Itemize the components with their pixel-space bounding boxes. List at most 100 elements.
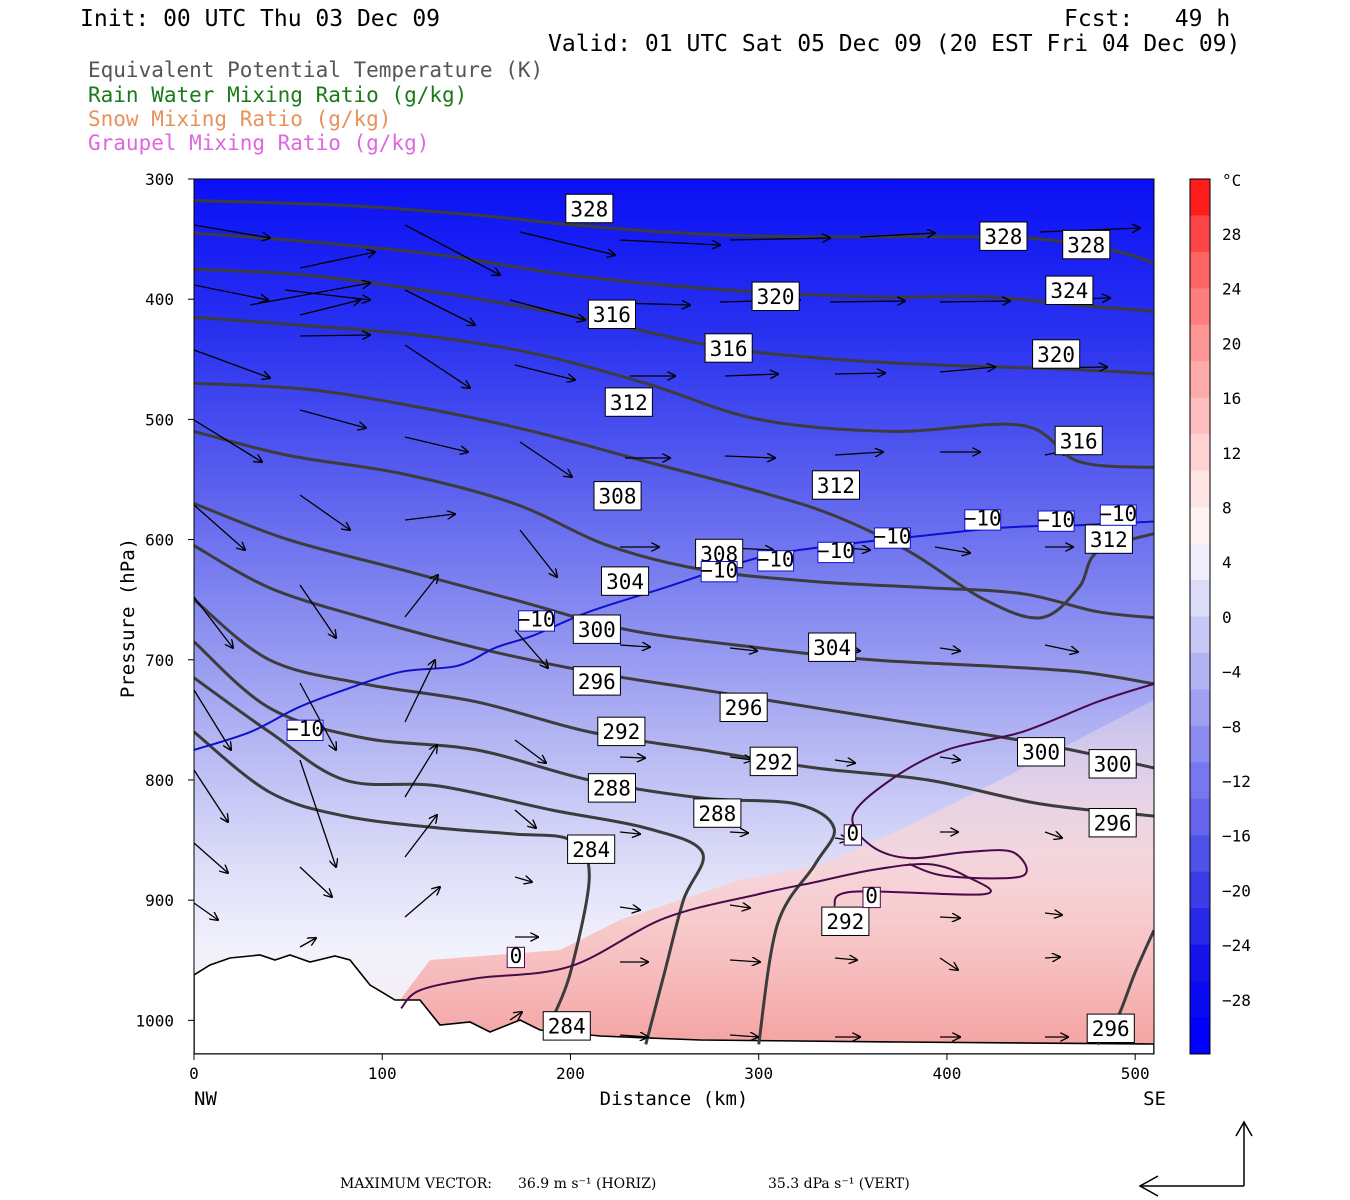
colorbar-tick-label: 24 bbox=[1222, 280, 1241, 299]
wind-vector bbox=[934, 546, 970, 553]
colorbar-segment bbox=[1190, 179, 1210, 216]
y-tick-label: 600 bbox=[145, 531, 174, 550]
wind-vector bbox=[729, 648, 757, 651]
colorbar-segment bbox=[1190, 361, 1210, 399]
wind-vector bbox=[299, 759, 336, 867]
theta-e-contour-304 bbox=[194, 502, 1154, 686]
wind-vector bbox=[939, 648, 960, 651]
wind-vector bbox=[834, 452, 883, 455]
svg-text:0: 0 bbox=[846, 822, 859, 846]
field-label-rain: Rain Water Mixing Ratio (g/kg) bbox=[88, 83, 468, 107]
wind-vector bbox=[939, 957, 958, 970]
svg-text:328: 328 bbox=[984, 225, 1022, 249]
plot-frame bbox=[193, 178, 1155, 1055]
left-endpoint-label: NW bbox=[194, 1088, 217, 1110]
contour-label: 324 bbox=[1045, 275, 1094, 306]
colorbar: 28 24 20 16 12 8 4 0 −4 −8 −12 −16 −20 −24 −28 bbox=[1189, 178, 1251, 1055]
svg-text:292: 292 bbox=[826, 910, 864, 934]
x-axis-label: Distance (km) bbox=[600, 1088, 749, 1110]
forecast-hour: Fcst: 49 h bbox=[1064, 6, 1231, 32]
theta-e-contour-288 bbox=[194, 676, 705, 1045]
colorbar-tick-label: −20 bbox=[1222, 881, 1251, 900]
colorbar-tick-label: −12 bbox=[1222, 772, 1251, 791]
wind-vector bbox=[299, 938, 316, 948]
wind-vector bbox=[514, 877, 532, 882]
wind-vector bbox=[514, 739, 546, 763]
colorbar-frame bbox=[1189, 178, 1211, 1055]
contour-label: 288 bbox=[693, 798, 742, 828]
contour-label: 296 bbox=[719, 692, 768, 722]
wind-vector bbox=[729, 832, 748, 833]
svg-text:−10: −10 bbox=[873, 525, 911, 549]
svg-text:284: 284 bbox=[572, 838, 610, 862]
contour-label: 0 bbox=[506, 944, 526, 969]
colorbar-segment bbox=[1190, 944, 1210, 982]
svg-text:328: 328 bbox=[1067, 234, 1105, 258]
contour-label: 328 bbox=[979, 221, 1028, 251]
contour-label: −10 bbox=[700, 558, 738, 583]
svg-text:296: 296 bbox=[1092, 1017, 1130, 1041]
svg-text:284: 284 bbox=[548, 1015, 586, 1039]
contour-label: 296 bbox=[572, 666, 621, 696]
y-tick-label: 300 bbox=[145, 170, 174, 189]
wind-vector bbox=[194, 224, 270, 238]
x-tick-label: 500 bbox=[1121, 1064, 1150, 1083]
svg-text:304: 304 bbox=[606, 570, 644, 594]
wind-vector bbox=[299, 494, 350, 530]
svg-text:296: 296 bbox=[725, 696, 763, 720]
wind-vector bbox=[299, 866, 332, 897]
x-axis: 0 100 200 300 400 500 bbox=[189, 1054, 1150, 1083]
wind-vector bbox=[939, 757, 960, 760]
temperature-contour-0 bbox=[851, 682, 1154, 880]
svg-text:304: 304 bbox=[813, 636, 851, 660]
wind-vector bbox=[509, 299, 585, 320]
wind-vector bbox=[519, 529, 557, 577]
max-vector-horiz: 36.9 m s⁻¹ (HORIZ) bbox=[518, 1176, 657, 1192]
max-vector-vert: 35.3 dPa s⁻¹ (VERT) bbox=[768, 1176, 910, 1192]
contour-label: 300 bbox=[1088, 749, 1137, 779]
wind-vector bbox=[404, 514, 455, 521]
y-tick-label: 500 bbox=[145, 410, 174, 429]
wind-vector bbox=[194, 769, 228, 822]
svg-text:−10: −10 bbox=[964, 507, 1002, 531]
contour-label: 284 bbox=[542, 1011, 591, 1041]
wind-vector bbox=[729, 757, 752, 760]
wind-vector bbox=[619, 832, 640, 834]
svg-text:296: 296 bbox=[1094, 812, 1132, 836]
theta-e-contour-300 bbox=[194, 544, 1154, 770]
svg-text:−10: −10 bbox=[286, 717, 324, 741]
wind-vector bbox=[299, 300, 360, 316]
colorbar-segment bbox=[1190, 981, 1210, 1019]
colorbar-tick-label: −28 bbox=[1222, 991, 1251, 1010]
svg-text:−10: −10 bbox=[757, 548, 795, 572]
wind-vector bbox=[1044, 957, 1060, 958]
colorbar-tick-label: −4 bbox=[1222, 663, 1241, 682]
wind-vector bbox=[194, 504, 245, 550]
wind-vector bbox=[299, 584, 336, 638]
wind-vector bbox=[194, 902, 218, 920]
colorbar-segment bbox=[1190, 689, 1210, 727]
max-vector-label: MAXIMUM VECTOR: bbox=[340, 1176, 492, 1192]
wind-vector bbox=[404, 224, 500, 275]
svg-text:320: 320 bbox=[757, 285, 795, 309]
colorbar-segment bbox=[1190, 507, 1210, 545]
colorbar-tick-label: 4 bbox=[1222, 553, 1232, 572]
contour-labels: 328 328 328 324 320 320 316 316 316 312 312 312 308 3… bbox=[286, 193, 1137, 1043]
wind-vector bbox=[284, 289, 370, 300]
field-label-theta-e: Equivalent Potential Temperature (K) bbox=[88, 58, 544, 82]
colorbar-segment bbox=[1190, 470, 1210, 508]
theta-e-contour-296 bbox=[194, 598, 1154, 818]
field-label-snow: Snow Mixing Ratio (g/kg) bbox=[88, 107, 392, 131]
wind-vector bbox=[1044, 913, 1062, 915]
wind-vector bbox=[834, 958, 857, 960]
contour-label: 316 bbox=[704, 333, 753, 363]
colorbar-tick-label: −8 bbox=[1222, 717, 1241, 736]
theta-e-contour-328 bbox=[194, 199, 1154, 265]
contour-label: −10 bbox=[1099, 502, 1137, 526]
contour-label: −10 bbox=[817, 539, 855, 564]
wind-vector bbox=[619, 757, 645, 758]
colorbar-segment bbox=[1190, 908, 1210, 946]
wind-vector bbox=[724, 456, 775, 458]
wind-vector bbox=[619, 239, 720, 245]
colorbar-unit: °C bbox=[1222, 171, 1241, 190]
